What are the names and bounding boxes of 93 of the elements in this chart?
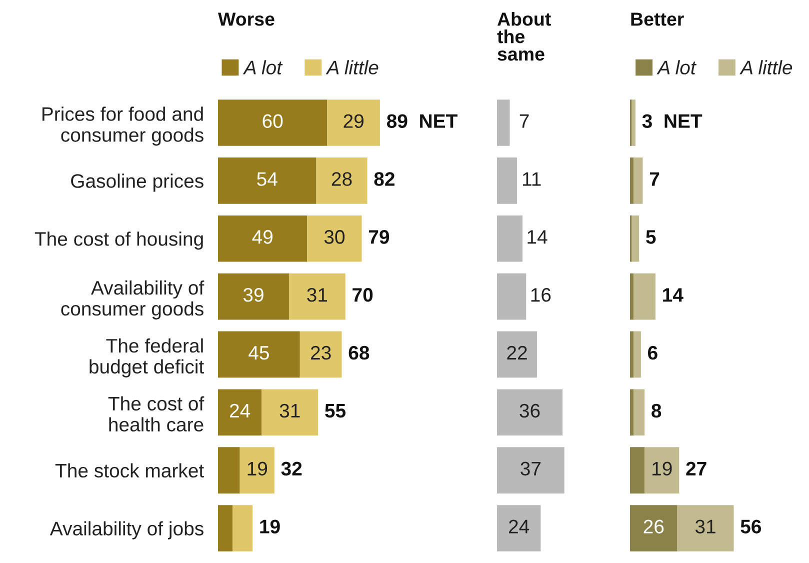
bar [497, 505, 541, 552]
total-label: 7 [650, 172, 660, 186]
y-tick-label: The cost of housing [34, 232, 203, 250]
data-label: 29 [344, 114, 364, 128]
bar [218, 215, 308, 262]
bar [300, 331, 342, 378]
total-label: 8 [652, 404, 662, 418]
y-tick-label: Prices for food and consumer goods [42, 106, 204, 146]
data-label: 22 [507, 346, 527, 360]
bar [327, 100, 380, 146]
data-label: 31 [307, 288, 328, 302]
total-label: 70 [352, 288, 373, 302]
bar [218, 331, 300, 378]
y-tick-label: Availability of consumer goods [61, 280, 204, 320]
legend-label: A little [326, 60, 378, 74]
chart-title: About the same [497, 12, 551, 61]
bar [218, 505, 233, 552]
y-tick-label: Availability of jobs [50, 521, 204, 540]
bar [218, 447, 240, 494]
bar [218, 158, 316, 204]
y-tick-label: Gasoline prices [71, 174, 204, 192]
total-label: 19 [260, 520, 280, 534]
bar [497, 215, 522, 262]
data-label: 45 [248, 346, 269, 360]
data-label: 37 [520, 462, 541, 476]
bar [497, 158, 518, 204]
bar [288, 273, 346, 320]
y-tick-label: The federal budget deficit [90, 338, 204, 378]
total-label: 32 [281, 462, 302, 476]
data-label: 11 [522, 172, 541, 186]
total-label: 89 NET [386, 114, 458, 128]
data-label: 30 [324, 230, 345, 244]
bar [644, 447, 680, 494]
bar [497, 447, 564, 494]
bar [634, 158, 643, 204]
data-label: 36 [520, 404, 540, 418]
bar [218, 389, 262, 436]
data-label: 60 [262, 114, 283, 128]
bar [497, 331, 538, 378]
total-label: 14 [663, 288, 684, 302]
bar [218, 100, 328, 146]
data-label: 16 [531, 288, 551, 302]
bar [262, 389, 318, 436]
y-tick-label: The stock market [55, 463, 204, 478]
total-label: 6 [648, 346, 658, 360]
bar [634, 389, 645, 436]
bar [630, 331, 634, 378]
bar [218, 273, 289, 320]
bar [497, 273, 526, 320]
data-label: 54 [257, 172, 278, 186]
data-label: 28 [332, 172, 352, 186]
bar [497, 389, 563, 436]
bar [634, 331, 641, 378]
chart-title: Better [631, 12, 684, 26]
bar [307, 215, 362, 262]
data-label: 39 [243, 288, 264, 302]
bar [677, 505, 734, 552]
total-label: 56 [740, 520, 762, 534]
data-label: 26 [644, 520, 664, 534]
total-label: 3 NET [642, 114, 702, 128]
data-label: 7 [520, 114, 529, 128]
bar [630, 505, 678, 552]
bar [630, 389, 634, 436]
data-label: 19 [248, 462, 268, 476]
legend-label: A lot [656, 60, 697, 74]
bar [497, 100, 510, 146]
total-label: 55 [325, 404, 346, 418]
total-label: 68 [348, 346, 370, 360]
bar [630, 273, 634, 320]
bar [240, 447, 274, 494]
data-label: 31 [280, 404, 300, 418]
bar [630, 447, 645, 494]
total-label: 27 [686, 462, 706, 476]
bar [634, 273, 656, 320]
total-label: 79 [368, 230, 390, 244]
data-label: 24 [230, 404, 250, 418]
chart-title: Worse [218, 12, 274, 26]
data-label: 19 [652, 462, 672, 476]
data-label: 23 [310, 346, 331, 360]
data-label: 31 [695, 520, 716, 534]
data-label: 24 [509, 520, 530, 534]
y-tick-label: The cost of health care [108, 396, 204, 432]
bar [632, 215, 640, 262]
bar [630, 158, 634, 204]
data-label: 14 [528, 230, 548, 244]
total-label: 82 [374, 172, 394, 186]
total-label: 5 [646, 230, 656, 244]
data-label: 49 [252, 230, 272, 244]
legend-label: A lot [242, 60, 283, 74]
bar [232, 505, 253, 552]
bar [632, 100, 636, 146]
bar [316, 158, 368, 204]
legend-label: A little [740, 60, 792, 74]
